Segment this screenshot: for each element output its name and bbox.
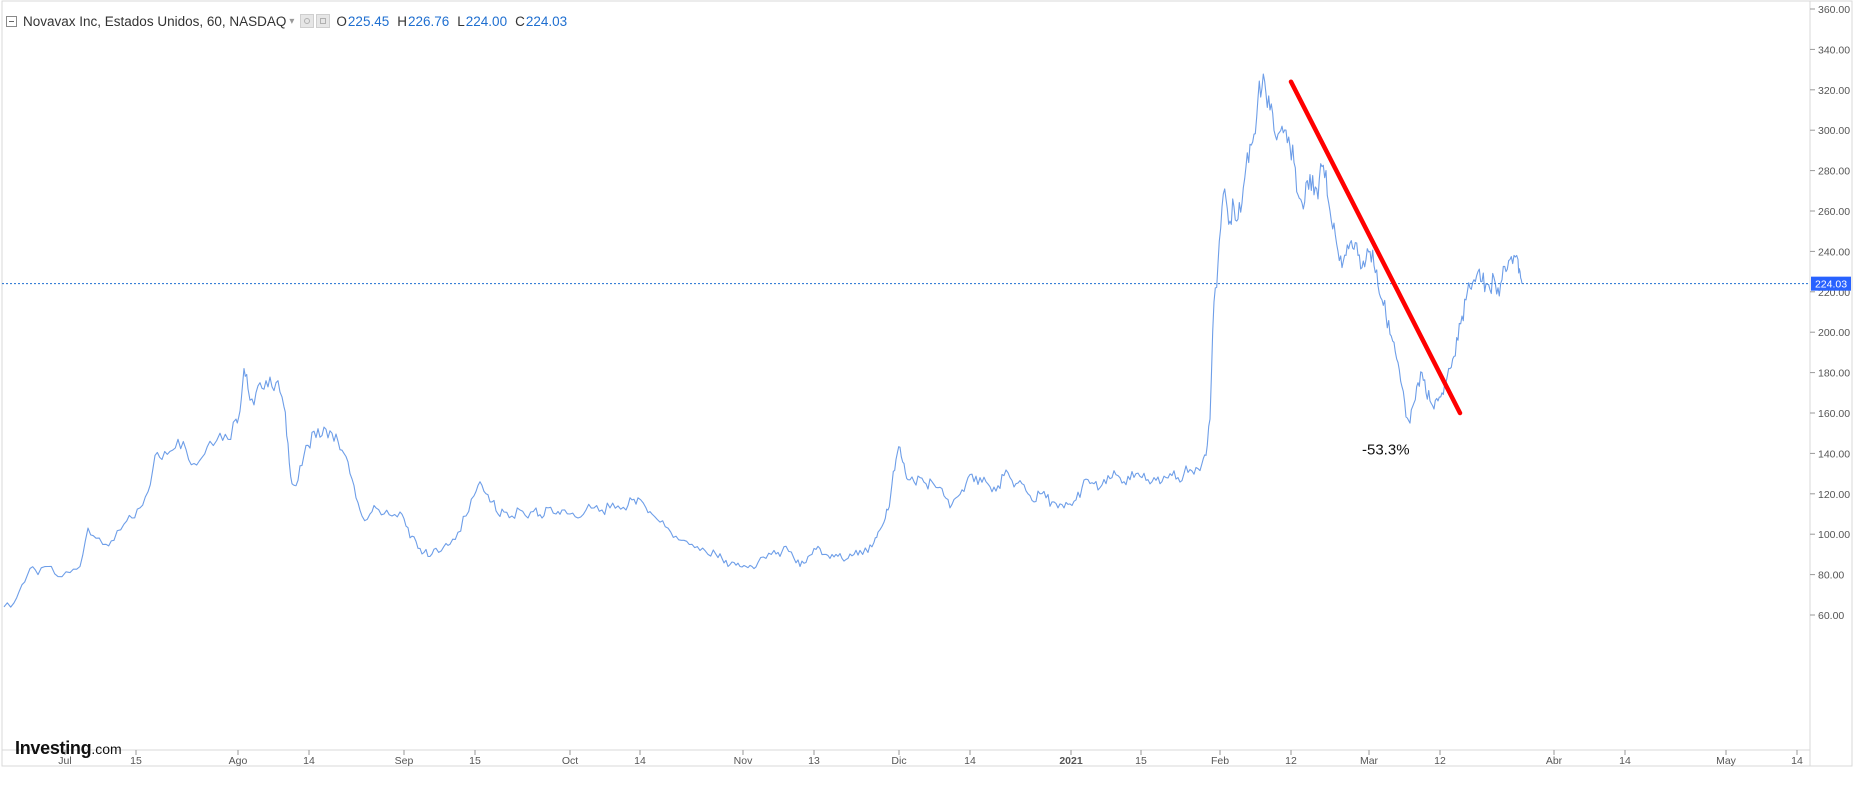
chevron-down-icon[interactable]: ▾ [289, 15, 295, 27]
y-tick-label: 280.00 [1818, 166, 1850, 178]
last-price-label: 224.03 [1815, 279, 1847, 291]
x-tick-label: 15 [469, 755, 481, 767]
y-tick-label: 320.00 [1818, 85, 1850, 97]
investing-logo: Investing.com [15, 738, 122, 758]
last-price-badge [1811, 276, 1851, 291]
percent-change-annotation: -53.3% [1362, 441, 1410, 458]
x-tick-label: Nov [734, 755, 753, 767]
x-tick-label: Mar [1360, 755, 1379, 767]
x-tick-label: 12 [1285, 755, 1297, 767]
x-tick-label: Sep [395, 755, 414, 767]
y-tick-label: 60.00 [1818, 610, 1844, 622]
y-tick-label: 140.00 [1818, 448, 1850, 460]
ohlc-high: H226.76 [397, 13, 450, 29]
x-tick-label: Ago [229, 755, 248, 767]
chart-header: Novavax Inc, Estados Unidos, 60, NASDAQ … [6, 12, 567, 30]
y-tick-label: 340.00 [1818, 44, 1850, 56]
y-tick-label: 120.00 [1818, 489, 1850, 501]
collapse-icon[interactable] [6, 15, 17, 27]
plot-border [1, 0, 1853, 767]
ohlc-open: O225.45 [336, 13, 390, 29]
x-tick-label: May [1716, 755, 1737, 767]
hide-icon[interactable] [316, 14, 331, 28]
x-tick-label: 13 [808, 755, 820, 767]
x-tick-label: 14 [964, 755, 976, 767]
x-tick-label: 15 [130, 755, 142, 767]
ohlc-low: L224.00 [457, 13, 508, 29]
y-tick-label: 240.00 [1818, 246, 1850, 258]
symbol-label: Novavax Inc, Estados Unidos, 60, NASDAQ [23, 13, 287, 29]
x-tick-label: Jul [58, 755, 71, 767]
x-tick-label: Dic [891, 755, 906, 767]
x-tick-label: 14 [634, 755, 646, 767]
x-tick-label: 14 [303, 755, 315, 767]
x-tick-label: Oct [562, 755, 578, 767]
ohlc-close: C224.03 [515, 13, 568, 29]
y-tick-label: 260.00 [1818, 206, 1850, 218]
y-tick-label: 80.00 [1818, 570, 1844, 582]
y-tick-label: 160.00 [1818, 408, 1850, 420]
x-tick-label: 14 [1791, 755, 1803, 767]
y-tick-label: 200.00 [1818, 327, 1850, 339]
price-series-line [3, 73, 1523, 608]
trendline-annotation[interactable] [1288, 79, 1463, 416]
x-tick-label: 15 [1135, 755, 1147, 767]
y-tick-label: 180.00 [1818, 368, 1850, 380]
y-tick-label: 100.00 [1818, 529, 1850, 541]
x-tick-label: 14 [1619, 755, 1631, 767]
y-tick-label: 360.00 [1818, 4, 1850, 16]
x-tick-label: 2021 [1059, 755, 1083, 767]
x-tick-label: Feb [1211, 755, 1229, 767]
x-tick-label: Abr [1546, 755, 1563, 767]
y-tick-label: 300.00 [1818, 125, 1850, 137]
settings-icon[interactable] [300, 14, 315, 28]
x-tick-label: 12 [1434, 755, 1446, 767]
